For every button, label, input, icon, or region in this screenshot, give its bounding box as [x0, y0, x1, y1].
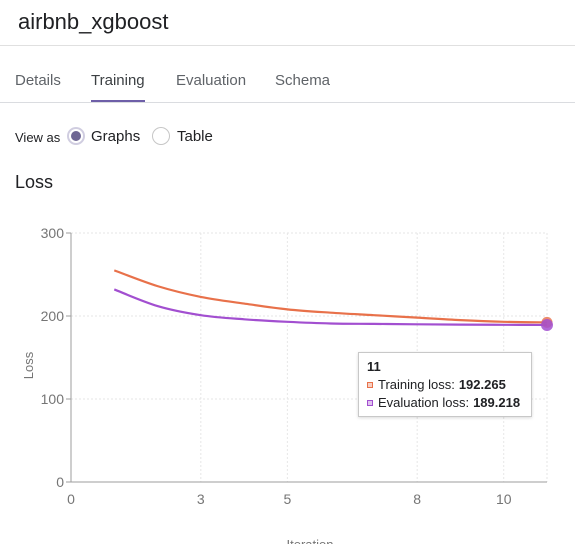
tab-schema[interactable]: Schema	[275, 72, 331, 89]
tooltip-evaluation-value: 189.218	[473, 395, 521, 410]
tooltip-training-value: 192.265	[458, 377, 506, 392]
x-tick-label: 0	[67, 491, 75, 507]
tab-details[interactable]: Details	[15, 72, 61, 89]
y-tick-label: 200	[41, 308, 65, 324]
tooltip-iteration: 11	[367, 359, 381, 374]
chart-labels: 0358100100200300LossIteration	[21, 225, 512, 544]
training-swatch-icon	[367, 382, 373, 388]
page-title: airbnb_xgboost	[18, 9, 169, 34]
x-tick-label: 3	[197, 491, 205, 507]
tab-training[interactable]: Training	[91, 70, 145, 102]
table-radio[interactable]	[152, 127, 170, 145]
loss-section-title: Loss	[15, 172, 54, 192]
header-divider	[0, 45, 575, 46]
highlight-point[interactable]	[541, 318, 553, 331]
tab-bar: Details Training Evaluation Schema	[0, 70, 575, 102]
x-axis-title: Iteration	[287, 537, 334, 544]
chart-tooltip: 11 Training loss: 192.265 Evaluation los…	[358, 352, 532, 417]
y-tick-label: 300	[41, 225, 65, 241]
tabs-divider	[0, 102, 575, 103]
evaluation-swatch-icon	[367, 400, 373, 406]
chart-axes	[66, 232, 547, 483]
y-tick-label: 100	[41, 391, 65, 407]
graphs-radio-label[interactable]: Graphs	[91, 128, 141, 145]
table-radio-label[interactable]: Table	[177, 128, 213, 145]
x-tick-label: 10	[496, 491, 512, 507]
y-tick-label: 0	[56, 474, 64, 490]
series-line-evaluation	[113, 288, 548, 327]
x-tick-label: 5	[283, 491, 291, 507]
tooltip-training-label: Training loss:	[378, 377, 455, 392]
tooltip-row-training: Training loss: 192.265	[367, 376, 523, 394]
tab-evaluation[interactable]: Evaluation	[176, 72, 247, 89]
chart-series	[113, 269, 553, 331]
graphs-radio[interactable]	[67, 127, 85, 145]
tooltip-row-evaluation: Evaluation loss: 189.218	[367, 394, 523, 412]
x-tick-label: 8	[413, 491, 421, 507]
view-as-label: View as	[15, 130, 61, 145]
y-axis-title: Loss	[21, 351, 36, 379]
series-line-training	[113, 269, 548, 324]
tooltip-evaluation-label: Evaluation loss:	[378, 395, 470, 410]
